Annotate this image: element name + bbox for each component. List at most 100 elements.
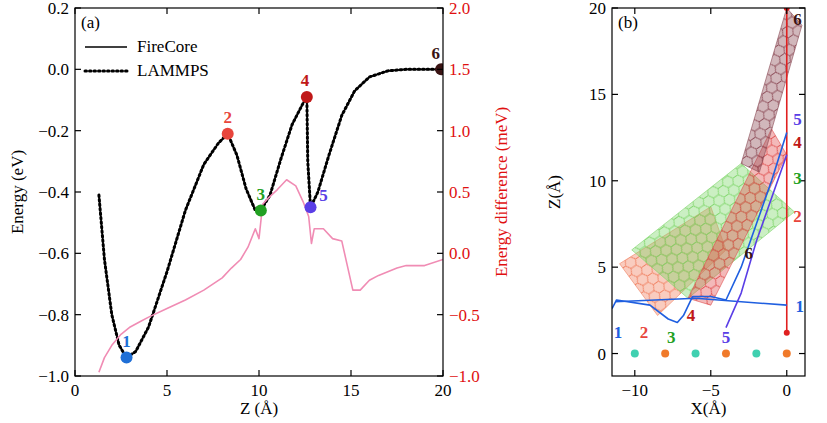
y-tick-label: 20: [589, 0, 606, 18]
y-tick-label: 0.2: [48, 0, 69, 18]
x-tick: [442, 370, 443, 376]
line: [726, 155, 787, 328]
figure: 05101520−1.0−0.8−0.6−0.4−0.20.00.2−1.0−0…: [0, 0, 827, 423]
point: [783, 350, 791, 358]
annotation: 3: [667, 328, 676, 347]
point: [222, 128, 234, 140]
x-tick: [710, 370, 711, 376]
line: [786, 8, 788, 333]
legend-swatch: [85, 70, 127, 73]
x-tick-label: 15: [343, 381, 360, 400]
x-tick: [166, 370, 167, 376]
plot-area: [99, 63, 443, 372]
annotation: 5: [319, 186, 328, 205]
y2-tick-label: −1.0: [449, 367, 480, 386]
y-axis-title: Energy (eV): [8, 150, 27, 234]
annotation: 5: [722, 328, 731, 347]
x-tick-label: 10: [251, 381, 268, 400]
annotation: 6: [745, 244, 754, 263]
sheet-lattice: [741, 8, 802, 172]
y-tick: [799, 353, 805, 354]
y-tick-label: −0.6: [38, 244, 69, 263]
x-tick: [350, 8, 351, 14]
point: [752, 350, 760, 358]
point: [692, 350, 700, 358]
x-tick: [786, 8, 787, 14]
line: [99, 69, 443, 357]
x-axis-title: X(Å): [691, 399, 727, 418]
x-tick-label: 0: [783, 381, 792, 400]
x-tick: [634, 370, 635, 376]
x-tick-label: 0: [71, 381, 80, 400]
x-tick: [166, 8, 167, 14]
y2-tick-label: −0.5: [449, 306, 480, 325]
point: [661, 350, 669, 358]
y-tick: [799, 94, 805, 95]
y-tick-label: 0: [598, 345, 607, 364]
point: [784, 330, 790, 336]
y2-tick-label: 1.0: [449, 122, 470, 141]
point: [722, 350, 730, 358]
y2-tick-label: 0.0: [449, 244, 470, 263]
y-tick-label: −1.0: [38, 367, 69, 386]
point: [435, 63, 443, 75]
y-tick: [799, 7, 805, 8]
y-tick-label: 15: [589, 85, 606, 104]
y-tick: [799, 267, 805, 268]
annotation: 1: [795, 297, 804, 316]
point: [121, 352, 133, 364]
x-tick-label: −5: [702, 381, 720, 400]
y2-tick: [437, 191, 443, 192]
sheet: [741, 8, 802, 172]
panel: −10−5005101520X(Å)Z(Å)(b)112233445566: [545, 0, 805, 418]
line: [99, 69, 443, 357]
y-tick: [75, 314, 81, 315]
legend-swatch: [85, 46, 127, 48]
x-tick: [786, 370, 787, 376]
point: [631, 350, 639, 358]
x-tick: [710, 8, 711, 14]
y-tick: [75, 7, 81, 8]
annotation: 4: [687, 306, 696, 325]
x-tick: [442, 8, 443, 14]
annotation: 2: [223, 108, 232, 127]
y-axis-title: Z(Å): [545, 175, 564, 209]
panel-label: (b): [618, 13, 638, 32]
annotation: 6: [431, 44, 440, 63]
point: [255, 204, 267, 216]
x-tick: [258, 370, 259, 376]
y2-tick-label: 2.0: [449, 0, 470, 18]
annotation: 3: [257, 185, 266, 204]
annotation: 4: [793, 133, 802, 152]
x-tick: [74, 8, 75, 14]
y2-tick: [437, 7, 443, 8]
legend-label: LAMMPS: [137, 61, 209, 80]
y-tick-label: −0.8: [38, 306, 69, 325]
x-tick-label: 5: [163, 381, 172, 400]
y-tick: [75, 130, 81, 131]
y2-tick: [437, 375, 443, 376]
point: [301, 91, 313, 103]
annotation: 6: [793, 10, 802, 29]
frame: [612, 8, 805, 376]
y-tick-label: −0.4: [38, 183, 69, 202]
y-tick-label: 5: [598, 258, 607, 277]
y-tick: [75, 191, 81, 192]
y-tick: [612, 267, 618, 268]
annotation: 4: [301, 71, 310, 90]
point: [305, 201, 317, 213]
y-tick: [75, 69, 81, 70]
annotation: 3: [793, 169, 802, 188]
y-tick: [75, 253, 81, 254]
sheet: [688, 129, 787, 305]
frame: [75, 8, 443, 376]
y2-tick: [437, 130, 443, 131]
x-tick-label: −10: [621, 381, 648, 400]
annotation: 1: [614, 323, 623, 342]
y2-tick: [437, 69, 443, 70]
plot-area: [612, 8, 802, 358]
line: [99, 180, 443, 373]
annotation: 1: [122, 332, 131, 351]
y-tick-label: 0.0: [48, 60, 69, 79]
x-axis-title: Z (Å): [240, 399, 278, 418]
